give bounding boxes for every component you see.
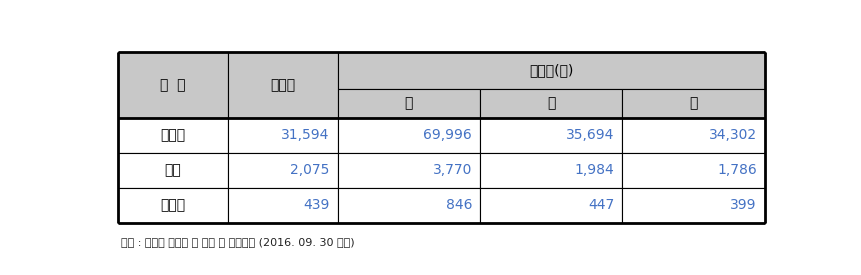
- Bar: [480, 118, 623, 153]
- Bar: [338, 118, 480, 153]
- Text: 출처 : 홍천군 읍면동 별 인구 및 세대현황 (2016. 09. 30 기준): 출처 : 홍천군 읍면동 별 인구 및 세대현황 (2016. 09. 30 기…: [121, 236, 355, 247]
- Bar: [480, 153, 623, 188]
- Bar: [338, 188, 480, 222]
- Text: 인구수(명): 인구수(명): [530, 64, 573, 78]
- Bar: [227, 118, 338, 153]
- Bar: [338, 52, 765, 89]
- Text: 2,075: 2,075: [290, 163, 330, 177]
- Text: 홍천군: 홍천군: [160, 128, 185, 142]
- Bar: [118, 153, 227, 188]
- Text: 35,694: 35,694: [567, 128, 615, 142]
- Bar: [338, 89, 480, 118]
- Bar: [480, 89, 623, 118]
- Text: 계: 계: [405, 97, 413, 110]
- Text: 846: 846: [446, 198, 472, 212]
- Bar: [623, 89, 765, 118]
- Bar: [227, 188, 338, 222]
- Text: 남: 남: [547, 97, 555, 110]
- Bar: [118, 118, 227, 153]
- Text: 구  분: 구 분: [160, 78, 185, 92]
- Text: 447: 447: [588, 198, 615, 212]
- Bar: [623, 188, 765, 222]
- Bar: [480, 188, 623, 222]
- Text: 34,302: 34,302: [709, 128, 757, 142]
- Text: 3,770: 3,770: [433, 163, 472, 177]
- Text: 31,594: 31,594: [282, 128, 330, 142]
- Text: 69,996: 69,996: [424, 128, 472, 142]
- Bar: [338, 153, 480, 188]
- Bar: [118, 52, 227, 118]
- Text: 여: 여: [690, 97, 698, 110]
- Text: 모곡리: 모곡리: [160, 198, 185, 212]
- Text: 서면: 서면: [164, 163, 181, 177]
- Bar: [227, 52, 338, 118]
- Text: 세대수: 세대수: [270, 78, 295, 92]
- Bar: [118, 188, 227, 222]
- Text: 1,984: 1,984: [575, 163, 615, 177]
- Bar: [623, 153, 765, 188]
- Text: 1,786: 1,786: [717, 163, 757, 177]
- Bar: [227, 153, 338, 188]
- Bar: [623, 118, 765, 153]
- Text: 399: 399: [730, 198, 757, 212]
- Text: 439: 439: [303, 198, 330, 212]
